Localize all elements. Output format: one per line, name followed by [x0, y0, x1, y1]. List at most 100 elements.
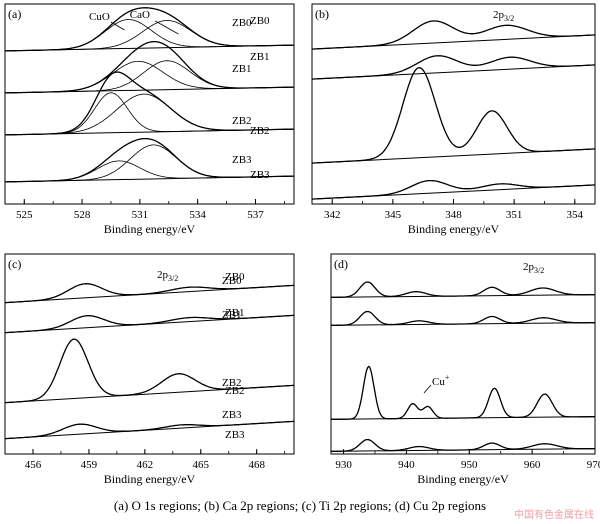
spectrum-line	[4, 420, 295, 440]
series-label: ZB1	[250, 51, 270, 63]
spectrum-line	[331, 310, 595, 326]
series-label: ZB0	[225, 271, 245, 283]
x-tick-label: 537	[247, 209, 264, 221]
plot-frame	[4, 3, 295, 205]
x-axis-label: Binding energy/eV	[408, 222, 500, 236]
panel-d: 930940950960970Binding energy/eV(d)ZB0ZB…	[225, 253, 600, 486]
x-tick-label: 534	[189, 209, 206, 221]
series-label: ZB2	[250, 125, 270, 137]
x-tick-label: 348	[445, 209, 462, 221]
series-label: ZB2	[225, 385, 245, 397]
peak-label-2p32: 2p3/2	[493, 9, 514, 23]
label-superscript: +	[445, 373, 450, 382]
series-label: ZB3	[225, 429, 245, 441]
x-tick-label: 345	[385, 209, 402, 221]
series-zb1: ZB1	[4, 40, 295, 94]
series-zb1: ZB1	[4, 309, 295, 334]
series-zb3: ZB3	[225, 429, 596, 452]
series-label: ZB1	[225, 307, 245, 319]
peak-label-cuo: CuO	[89, 11, 110, 23]
series-label: ZB3	[232, 154, 252, 166]
peak-pointer	[423, 384, 432, 394]
series-label: ZB3	[250, 169, 270, 181]
spectrum-line	[331, 438, 595, 452]
plot-frame	[4, 253, 295, 455]
spectrum-line	[331, 281, 595, 298]
x-tick-label: 456	[25, 459, 42, 471]
series-label: ZB2	[232, 115, 252, 127]
series-zb0: ZB0	[225, 271, 596, 298]
panel-a: 525 528 531 534 537 Binding energy/eV (a) ZB0 Cu…	[4, 3, 295, 236]
figure: 525 528 531 534 537 Binding energy/eV (a) ZB0 Cu…	[4, 3, 600, 486]
peak-pointer	[110, 21, 125, 31]
x-tick-label: 960	[524, 459, 541, 471]
x-tick-label: 525	[16, 209, 33, 221]
series-label: ZB3	[222, 409, 242, 421]
x-tick-label: 354	[567, 209, 584, 221]
label-main: Cu	[432, 376, 445, 388]
spectrum-line	[4, 314, 295, 334]
x-tick-label: 528	[74, 209, 91, 221]
x-tick-label: 950	[461, 459, 478, 471]
series-zb0: ZB0	[250, 15, 596, 50]
spectrum-line	[311, 20, 596, 50]
label-main: 2p	[523, 261, 535, 273]
x-tick-label: 459	[81, 459, 98, 471]
panel-label: (c)	[8, 257, 21, 271]
label-subscript: 3/2	[534, 266, 544, 275]
x-axis-label: Binding energy/eV	[417, 472, 509, 486]
spectrum-line	[5, 40, 294, 94]
x-tick-label: 465	[193, 459, 210, 471]
spectrum-line	[311, 55, 596, 80]
series-zb3: ZB3	[4, 137, 295, 183]
peak-label-2p32: 2p3/2	[523, 261, 544, 275]
spectrum-line	[4, 338, 295, 404]
x-tick-label: 930	[335, 459, 352, 471]
x-tick-label: 351	[506, 209, 523, 221]
spectrum-line	[5, 7, 294, 52]
label-subscript: 3/2	[504, 14, 514, 23]
series-label: ZB1	[232, 63, 252, 75]
x-tick-label: 970	[587, 459, 600, 471]
x-tick-label: 462	[137, 459, 154, 471]
peak-pointer	[155, 20, 179, 35]
spectrum-line	[5, 137, 294, 183]
series-zb0: ZB0	[4, 275, 295, 304]
plot-frame	[311, 3, 596, 205]
x-axis-label: Binding energy/eV	[104, 472, 196, 486]
series-zb2: ZB2	[250, 67, 596, 164]
panel-b: 342 345 348 351 354 Binding energy/eV (b) ZB0 ZB…	[250, 3, 596, 236]
spectrum-line	[311, 67, 596, 164]
series-zb3: ZB3	[4, 409, 295, 440]
spectrum-line	[311, 179, 596, 200]
series-label: ZB2	[222, 377, 242, 389]
series-zb2: ZB2	[4, 71, 295, 136]
series-label: ZB0	[250, 15, 270, 27]
x-axis-label: Binding energy/eV	[104, 222, 196, 236]
series-zb1: ZB1	[250, 51, 596, 80]
spectrum-line	[4, 283, 295, 304]
peak-label-2p32: 2p3/2	[157, 269, 178, 283]
label-subscript: 3/2	[168, 274, 178, 283]
series-label: ZB0	[222, 275, 242, 287]
panel-label: (b)	[315, 7, 329, 21]
panel-label: (a)	[8, 7, 21, 21]
figure-caption: (a) O 1s regions; (b) Ca 2p regions; (c)…	[113, 498, 487, 513]
label-main: 2p	[493, 9, 505, 21]
series-zb2: ZB2	[4, 338, 295, 404]
plot-frame	[330, 253, 596, 455]
label-main: 2p	[157, 269, 169, 281]
series-label: ZB0	[232, 17, 252, 29]
spectrum-line	[5, 71, 294, 136]
series-zb1: ZB1	[225, 307, 596, 326]
peak-label-cu-plus: Cu+	[432, 373, 450, 388]
x-tick-label: 940	[398, 459, 415, 471]
spectrum-line	[331, 365, 595, 420]
peak-label-cao: CaO	[130, 9, 150, 21]
x-tick-label: 342	[324, 209, 341, 221]
series-zb0: ZB0 CuO CaO	[4, 7, 295, 52]
watermark: 中国有色金属在线	[514, 510, 594, 521]
x-tick-label: 468	[248, 459, 265, 471]
panel-label: (d)	[334, 257, 348, 271]
